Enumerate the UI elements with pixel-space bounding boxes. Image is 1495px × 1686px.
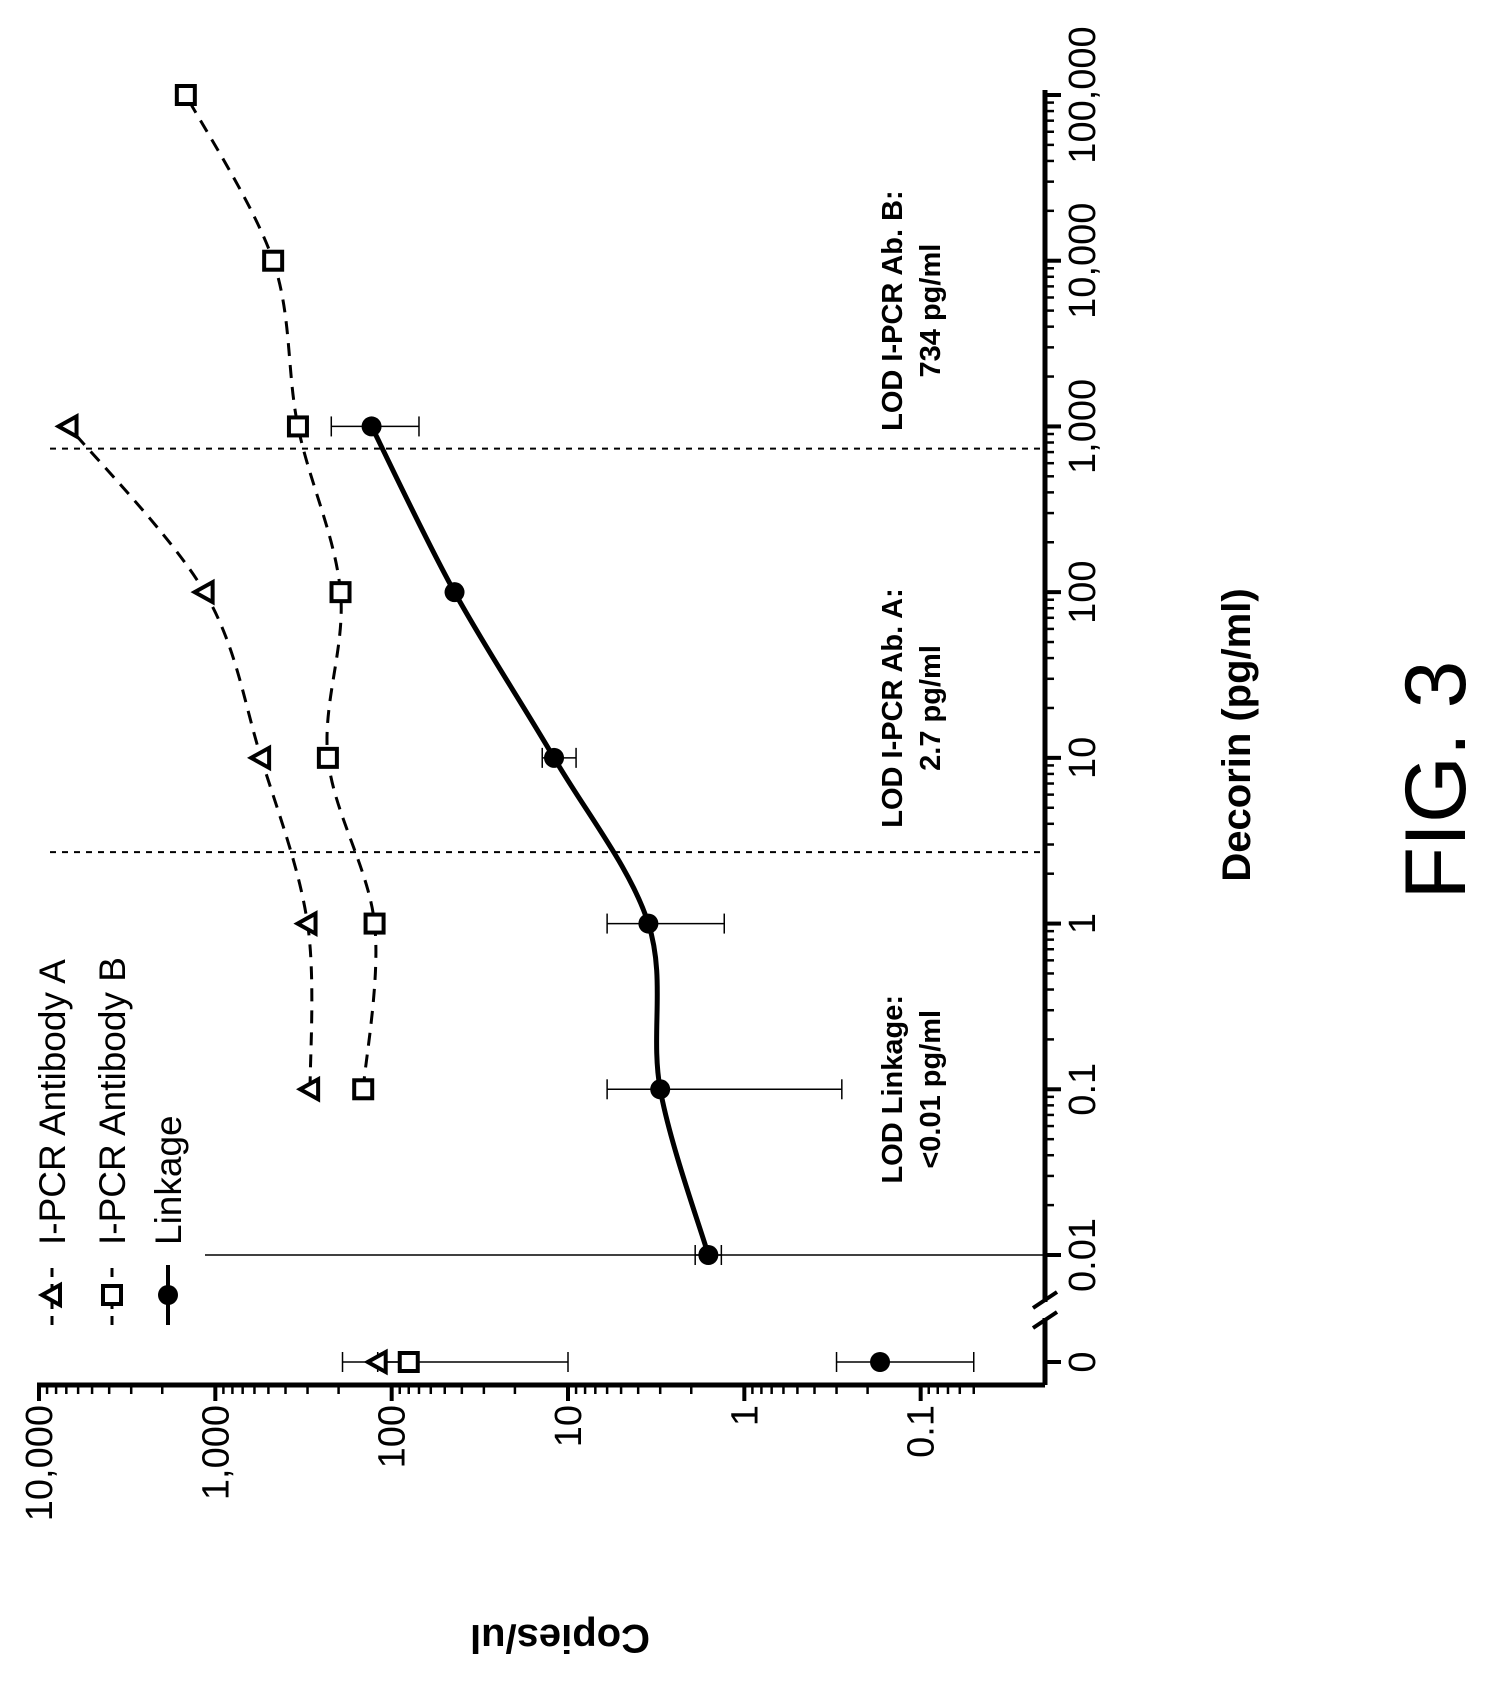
point-square [397,1351,420,1373]
legend-entry: I-PCR Antibody A [32,959,73,1245]
fit-curves [67,94,711,1256]
x-tick-label: 0 [1062,1351,1104,1372]
data-points [54,84,891,1376]
point-square [316,746,339,769]
axis-break-mark [1031,1310,1059,1330]
y-tick-label: 1,000 [195,1405,237,1500]
y-tick-label: 1 [724,1405,766,1426]
point-circle [650,1079,671,1100]
point-square [352,1078,375,1101]
x-axis-title: Decorin (pg/ml) [1215,588,1259,881]
annotation-text: LOD I-PCR Ab. A: [877,588,909,828]
point-square [363,912,386,935]
point-square [174,84,197,106]
x-tick-label: 10 [1062,737,1104,779]
y-tick-label: 100 [372,1405,414,1468]
x-tick-label: 0.1 [1062,1063,1104,1116]
annotation-text: <0.01 pg/ml [915,1010,947,1169]
point-circle [444,582,465,603]
legend-marker [37,1281,62,1309]
annotation-text: 734 pg/ml [915,244,947,378]
annotation-text: LOD Linkage: [877,995,909,1184]
y-axis-title: Copies/ul [470,1616,650,1660]
legend-entry: Linkage [148,1115,189,1245]
point-circle [698,1245,719,1265]
point-circle [361,416,382,437]
x-tick-label: 0.01 [1062,1218,1104,1292]
fit-curve-linkage [369,425,711,1256]
x-tick-label: 10,000 [1062,203,1104,319]
point-triangle [296,1075,321,1103]
point-triangle [363,1348,388,1376]
x-tick-label: 1 [1062,913,1104,934]
point-circle [638,913,659,934]
point-circle [870,1352,891,1372]
legend-marker [101,1284,123,1306]
point-circle [544,747,565,768]
x-tick-label: 100,000 [1062,26,1104,163]
error-bars [330,416,975,1372]
y-tick-label: 0.1 [901,1405,943,1458]
figure-label: FIG. 3 [1388,661,1484,900]
y-tick-label: 10,000 [19,1405,61,1521]
y-tick-label: 10 [548,1405,590,1447]
point-square [286,415,309,438]
legend-entry: I-PCR Antibody B [92,957,133,1245]
legend-marker [158,1285,178,1305]
point-triangle [293,910,318,937]
annotation-text: 2.7 pg/ml [915,645,947,771]
annotation-text: LOD I-PCR Ab. B: [877,190,909,431]
reference-lines [50,447,1045,1256]
axis-break-mark [1031,1290,1059,1310]
point-triangle [190,578,215,606]
legend: I-PCR Antibody A I-PCR Antibody B Linkage [32,957,189,1325]
point-square [329,581,352,604]
annotations: LOD Linkage: <0.01 pg/ml LOD I-PCR Ab. A: 2… [877,190,947,1183]
point-square [262,249,285,272]
axes: 0 0.01 0.1 1 10 100 1,000 10,000 100,000 10,000 1,… [19,26,1104,1521]
point-triangle [246,744,272,772]
x-tick-label: 1,000 [1062,379,1104,474]
x-tick-label: 100 [1062,560,1104,623]
point-triangle [54,413,79,440]
